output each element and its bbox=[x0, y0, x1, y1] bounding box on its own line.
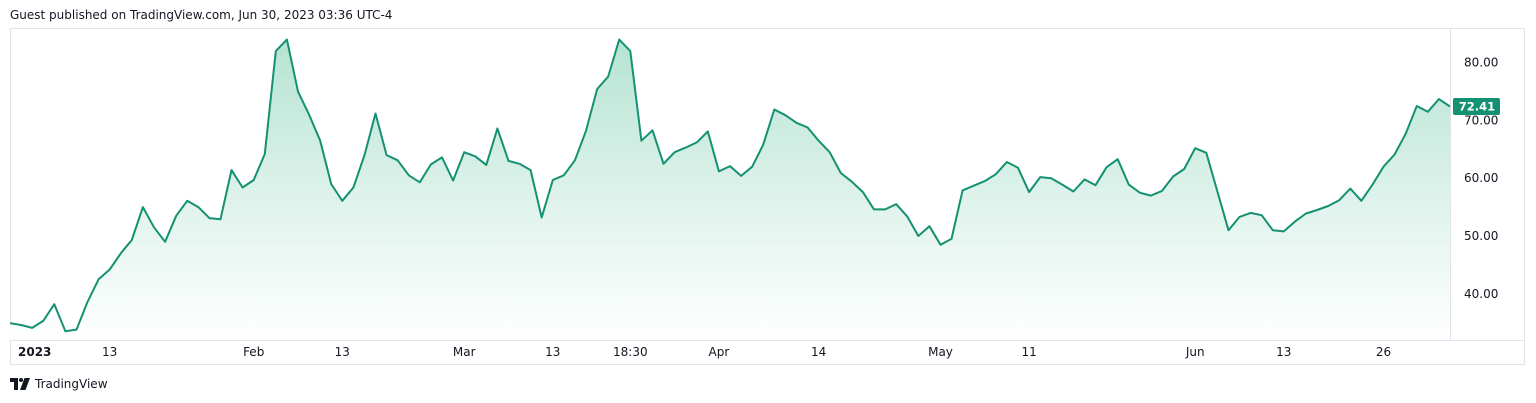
published-caption: Guest published on TradingView.com, Jun … bbox=[10, 8, 393, 22]
price-tick-label: 60.00 bbox=[1464, 171, 1498, 185]
time-tick-label: Apr bbox=[709, 345, 730, 359]
price-axis[interactable]: 80.00 70.00 60.00 50.00 40.00 bbox=[1464, 56, 1498, 301]
time-tick-label: 14 bbox=[811, 345, 826, 359]
price-tick-label: 40.00 bbox=[1464, 287, 1498, 301]
chart-frame bbox=[10, 28, 1525, 365]
time-tick-label: 11 bbox=[1021, 345, 1036, 359]
time-tick-label: 18:30 bbox=[613, 345, 648, 359]
tradingview-logo-icon bbox=[10, 378, 30, 390]
branding[interactable]: TradingView bbox=[10, 377, 108, 391]
price-tick-label: 70.00 bbox=[1464, 113, 1498, 127]
time-tick-label: 2023 bbox=[18, 345, 51, 359]
last-price-label: 72.41 bbox=[1453, 98, 1500, 115]
price-area-fill bbox=[10, 39, 1450, 340]
price-tick-label: 80.00 bbox=[1464, 56, 1498, 70]
price-tick-label: 50.00 bbox=[1464, 229, 1498, 243]
time-tick-label: 13 bbox=[102, 345, 117, 359]
time-tick-label: 26 bbox=[1376, 345, 1391, 359]
time-tick-label: Jun bbox=[1185, 345, 1205, 359]
time-tick-label: May bbox=[928, 345, 953, 359]
last-price-badge bbox=[1453, 98, 1500, 115]
last-price-value: 72.41 bbox=[1459, 100, 1495, 114]
time-tick-label: 13 bbox=[1276, 345, 1291, 359]
time-axis[interactable]: 2023 13 Feb 13 Mar 13 18:30 Apr 14 May 11 Jun 13 26 bbox=[18, 345, 1391, 359]
time-tick-label: 13 bbox=[335, 345, 350, 359]
brand-name: TradingView bbox=[35, 377, 108, 391]
time-tick-label: 13 bbox=[545, 345, 560, 359]
time-tick-label: Feb bbox=[243, 345, 264, 359]
time-tick-label: Mar bbox=[453, 345, 476, 359]
price-line bbox=[9, 38, 1451, 333]
